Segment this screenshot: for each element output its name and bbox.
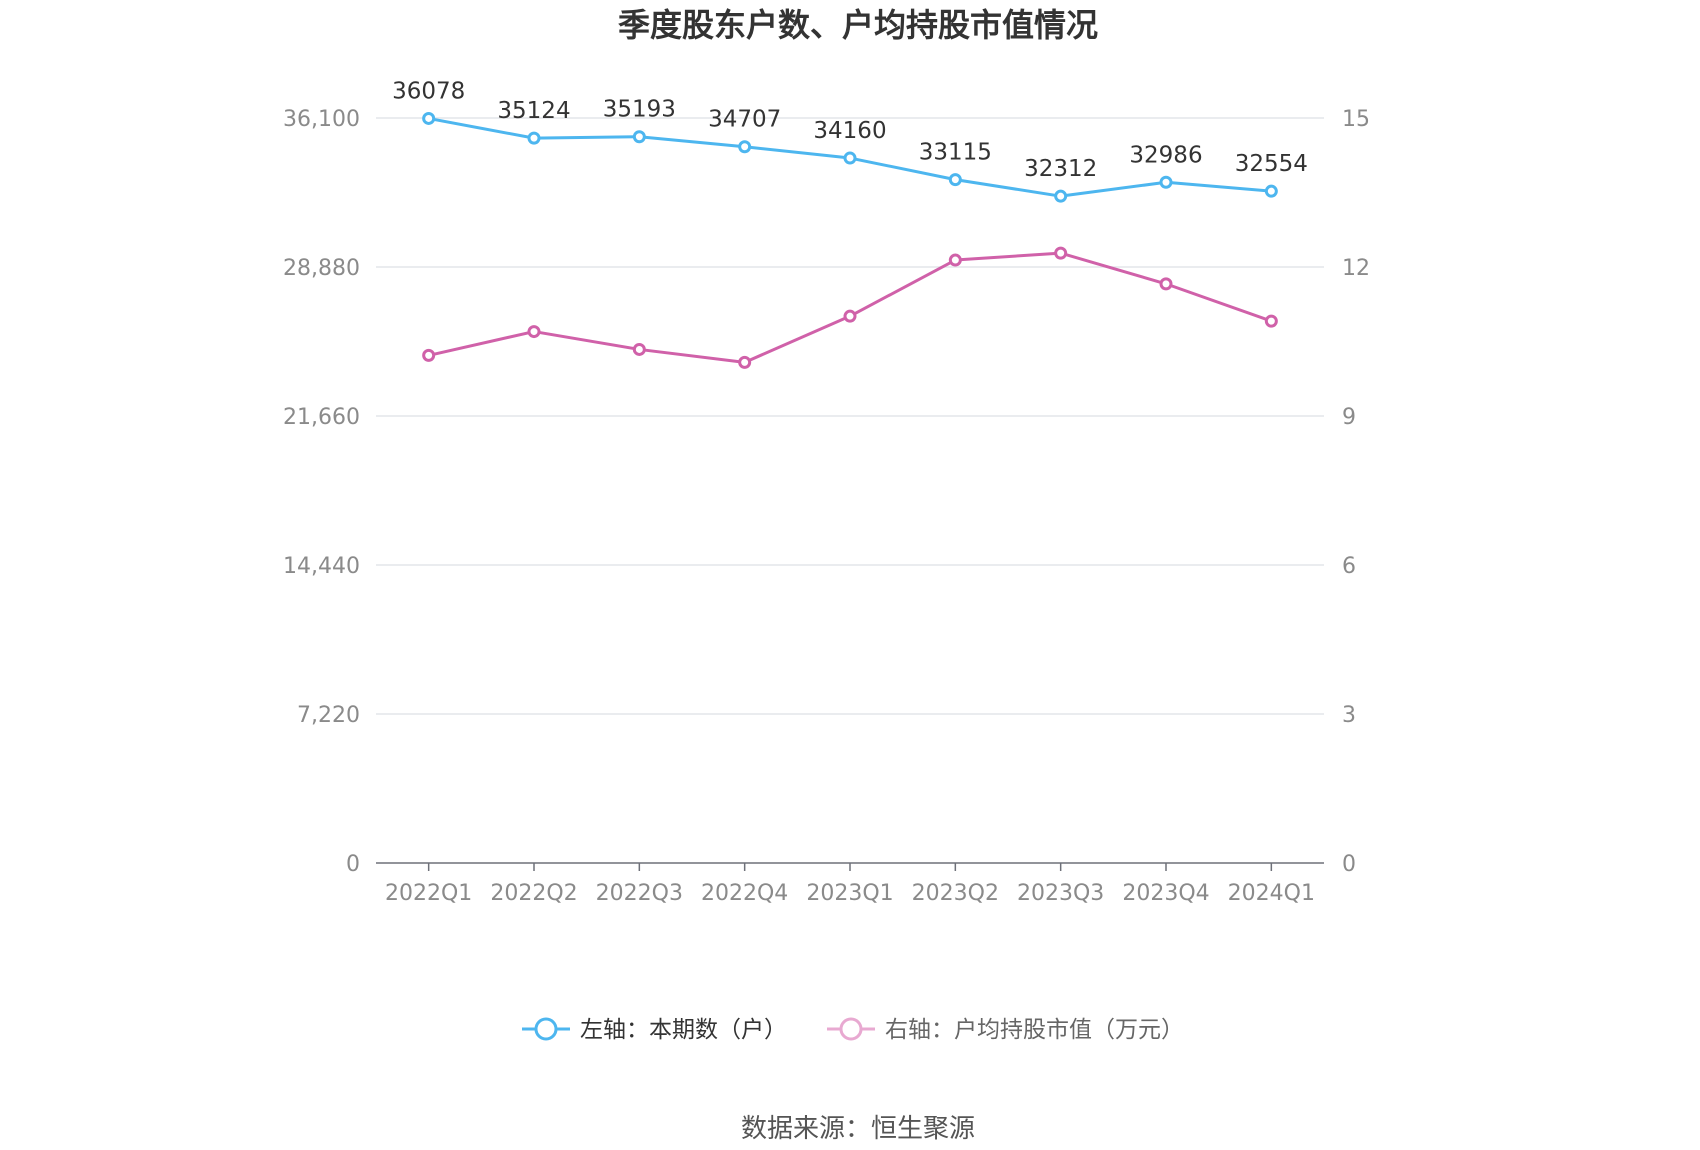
legend[interactable]: 左轴：本期数（户） 右轴：户均持股市值（万元） bbox=[522, 1017, 1184, 1043]
left-y-axis: 0 7,220 14,440 21,660 28,880 36,100 bbox=[283, 107, 360, 877]
data-label: 35193 bbox=[603, 97, 676, 123]
legend-circle-icon bbox=[534, 1017, 558, 1041]
left-axis-tick-label: 0 bbox=[346, 852, 360, 877]
data-label: 32986 bbox=[1129, 142, 1202, 168]
right-axis-tick-label: 6 bbox=[1342, 554, 1356, 579]
series-2-point[interactable] bbox=[1159, 277, 1173, 291]
data-label: 36078 bbox=[392, 78, 465, 104]
x-axis-tick-label: 2022Q3 bbox=[596, 881, 683, 906]
series-2-point[interactable] bbox=[738, 355, 752, 369]
series-2-point[interactable] bbox=[948, 253, 962, 267]
x-axis-tick-label: 2023Q2 bbox=[912, 881, 999, 906]
right-axis-tick-label: 3 bbox=[1342, 703, 1356, 728]
data-label: 34707 bbox=[708, 107, 781, 133]
chart-title: 季度股东户数、户均持股市值情况 bbox=[618, 6, 1098, 44]
series-1-point[interactable] bbox=[843, 151, 857, 165]
legend-label: 右轴：户均持股市值（万元） bbox=[885, 1017, 1184, 1043]
x-axis-tick-label: 2023Q4 bbox=[1122, 881, 1209, 906]
legend-circle-icon bbox=[839, 1017, 863, 1041]
series-1-point[interactable] bbox=[738, 140, 752, 154]
left-axis-tick-label: 7,220 bbox=[297, 703, 360, 728]
left-axis-tick-label: 36,100 bbox=[283, 107, 360, 132]
series-1-point[interactable] bbox=[1264, 184, 1278, 198]
series-2-point[interactable] bbox=[1054, 246, 1068, 260]
series-1-point[interactable] bbox=[1159, 175, 1173, 189]
series-1-point[interactable] bbox=[632, 130, 646, 144]
right-axis-tick-label: 12 bbox=[1342, 256, 1370, 281]
x-axis: 2022Q1 2022Q2 2022Q3 2022Q4 2023Q1 2023Q2 2023… bbox=[376, 862, 1324, 906]
series-1-point[interactable] bbox=[1054, 189, 1068, 203]
legend-label: 左轴：本期数（户） bbox=[580, 1017, 787, 1043]
series-2-point[interactable] bbox=[632, 342, 646, 356]
right-axis-tick-label: 15 bbox=[1342, 107, 1370, 132]
x-axis-tick-label: 2022Q2 bbox=[490, 881, 577, 906]
x-axis-tick-label: 2024Q1 bbox=[1228, 881, 1315, 906]
legend-item-2[interactable]: 右轴：户均持股市值（万元） bbox=[827, 1017, 1184, 1043]
left-axis-tick-label: 28,880 bbox=[283, 256, 360, 281]
right-axis-tick-label: 0 bbox=[1342, 852, 1356, 877]
x-axis-tick-label: 2022Q1 bbox=[385, 881, 472, 906]
series-2-point[interactable] bbox=[1264, 314, 1278, 328]
right-y-axis: 0 3 6 9 12 15 bbox=[1342, 107, 1370, 877]
source-text: 数据来源：恒生聚源 bbox=[741, 1114, 975, 1144]
series-2-point[interactable] bbox=[422, 348, 436, 362]
x-axis-tick-label: 2023Q1 bbox=[806, 881, 893, 906]
data-label: 32312 bbox=[1024, 156, 1097, 182]
data-labels: 36078 35124 35193 34707 34160 33115 32312 32986… bbox=[392, 78, 1308, 182]
legend-item-1[interactable]: 左轴：本期数（户） bbox=[522, 1017, 787, 1043]
right-axis-tick-label: 9 bbox=[1342, 405, 1356, 430]
series-2-point[interactable] bbox=[527, 325, 541, 339]
x-axis-tick-label: 2023Q3 bbox=[1017, 881, 1104, 906]
series-line-2 bbox=[428, 251, 1272, 364]
left-axis-tick-label: 21,660 bbox=[283, 405, 360, 430]
left-axis-tick-label: 14,440 bbox=[283, 554, 360, 579]
series-1-point[interactable] bbox=[527, 131, 541, 145]
x-axis-tick-label: 2022Q4 bbox=[701, 881, 788, 906]
series-1-point[interactable] bbox=[422, 111, 436, 125]
data-label: 35124 bbox=[497, 98, 570, 124]
series-1-point[interactable] bbox=[948, 173, 962, 187]
grid-lines bbox=[376, 117, 1324, 715]
data-label: 32554 bbox=[1235, 151, 1308, 177]
data-label: 34160 bbox=[813, 118, 886, 144]
data-label: 33115 bbox=[919, 140, 992, 166]
series-2-point[interactable] bbox=[843, 309, 857, 323]
series-area bbox=[422, 111, 1278, 369]
